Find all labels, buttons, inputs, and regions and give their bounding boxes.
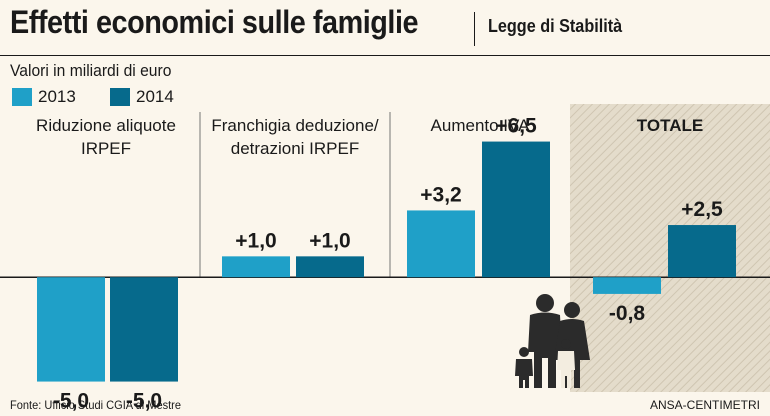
legend-item-2013: 2013 (12, 86, 76, 108)
bar-2013-2 (407, 210, 475, 278)
legend-item-2014: 2014 (110, 86, 174, 108)
bar-2014-1 (296, 256, 364, 278)
legend-label-2014: 2014 (136, 87, 174, 106)
category-label: TOTALE (637, 116, 703, 135)
value-label: +6,5 (495, 115, 537, 138)
category-label: Franchigia deduzione/ (211, 116, 379, 135)
bar-2013-1 (222, 256, 290, 278)
value-label: +2,5 (681, 198, 723, 221)
legend-swatch-2013 (12, 88, 32, 106)
units-label: Valori in miliardi di euro (10, 61, 172, 80)
credit-label: ANSA-CENTIMETRI (649, 398, 760, 412)
bar-2013-0 (37, 277, 105, 382)
value-label: +1,0 (235, 229, 276, 252)
category-label: Riduzione aliquote (36, 116, 176, 135)
title-divider (0, 55, 770, 56)
bar-2013-3 (593, 277, 661, 294)
value-label: +1,0 (309, 229, 350, 252)
legend-label-2013: 2013 (38, 87, 76, 106)
chart-title: Effetti economici sulle famiglie (10, 4, 419, 40)
legend-swatch-2014 (110, 88, 130, 106)
category-label: detrazioni IRPEF (231, 139, 360, 158)
chart-subtitle: Legge di Stabilità (488, 16, 623, 36)
bar-2014-2 (482, 141, 550, 278)
value-label: +3,2 (420, 183, 461, 206)
title-separator (474, 12, 475, 46)
category-label: IRPEF (81, 139, 131, 158)
family-icon (515, 294, 590, 388)
value-label: -5,0 (53, 390, 89, 413)
value-label: -5,0 (126, 390, 162, 413)
bar-2014-0 (110, 277, 178, 382)
category-label: Aumento IVA (431, 116, 531, 135)
source-note: Fonte: Ufficio Studi CGIA di Mestre (10, 398, 181, 412)
bar-2014-3 (668, 225, 736, 278)
value-label: -0,8 (609, 302, 646, 325)
